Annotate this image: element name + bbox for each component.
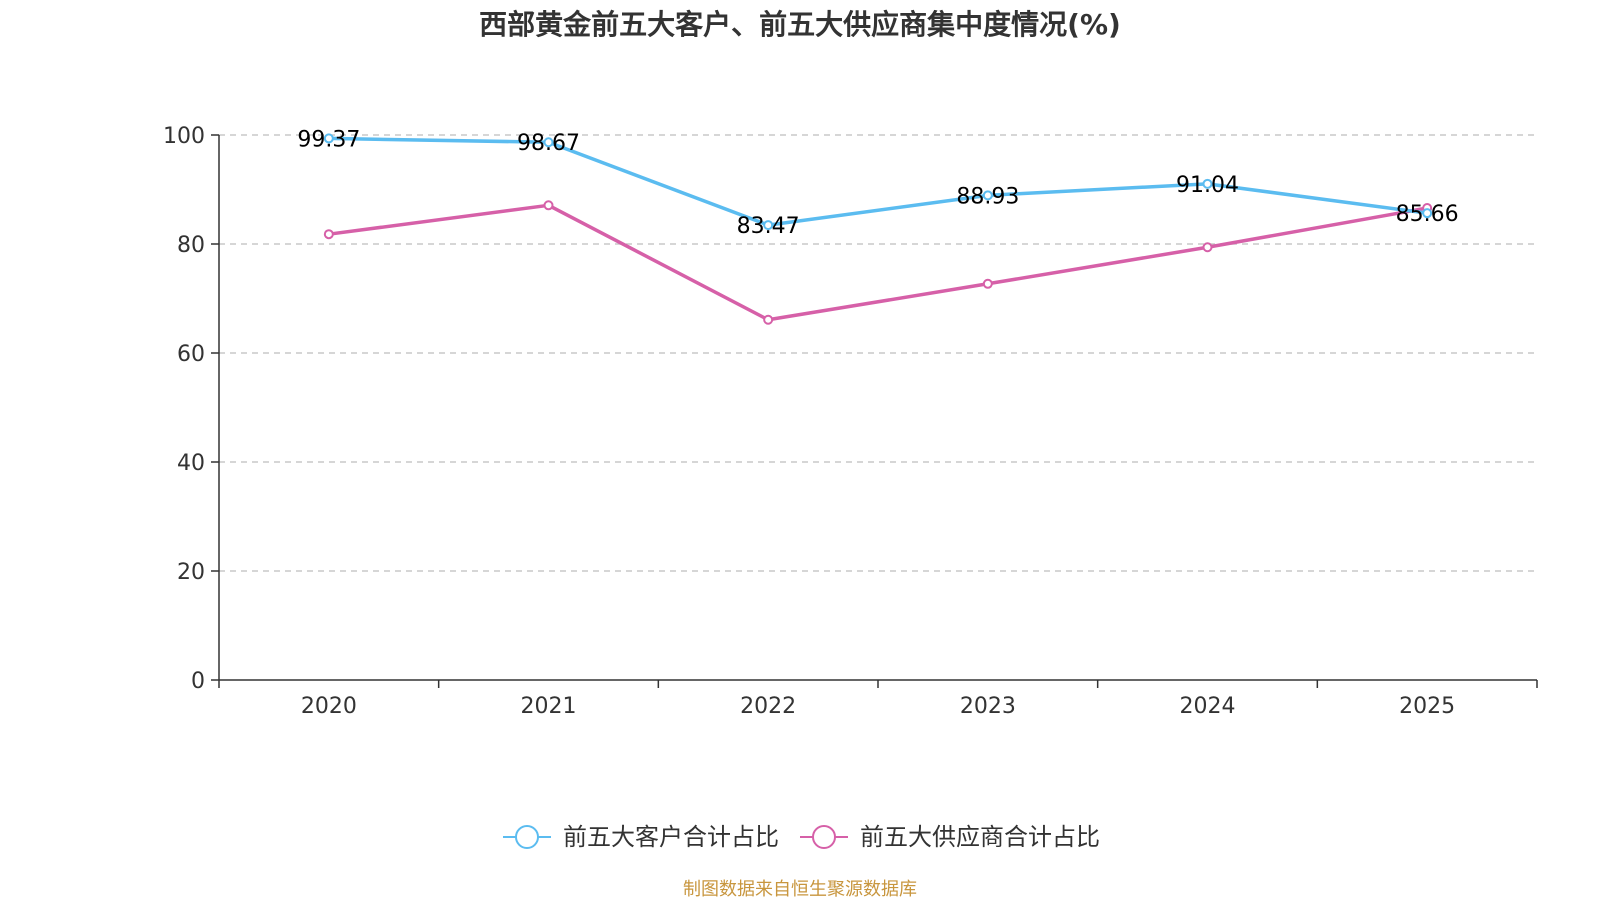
data-label: 91.04: [1176, 173, 1239, 198]
series-0-point: [323, 133, 334, 144]
axes: 0 20 40 60 80 100 2020 2021 2022 2023 2024 2025: [163, 124, 1538, 719]
y-tick-label: 60: [177, 342, 205, 367]
series-1-point: [982, 278, 993, 289]
legend-circle-icon: [515, 825, 539, 849]
series-0-point: [982, 190, 993, 201]
x-tick-label: 2023: [960, 694, 1016, 719]
legend-label: 前五大供应商合计占比: [860, 823, 1100, 851]
x-tick-label: 2024: [1180, 694, 1236, 719]
y-tick-label: 80: [177, 233, 205, 258]
series-0-point: [1422, 208, 1433, 219]
legend: 前五大客户合计占比 前五大供应商合计占比: [503, 823, 1100, 851]
series-line-1: [328, 203, 1428, 322]
legend-label: 前五大客户合计占比: [563, 823, 779, 851]
legend-item-1[interactable]: 前五大供应商合计占比: [800, 823, 1100, 851]
data-label: 98.67: [517, 131, 580, 156]
series-0-point: [763, 220, 774, 231]
x-tick-label: 2022: [740, 694, 796, 719]
legend-item-0[interactable]: 前五大客户合计占比: [503, 823, 779, 851]
series: [323, 133, 1433, 325]
x-tick-label: 2021: [521, 694, 577, 719]
data-labels: 99.37 98.67 83.47 88.93 91.04 85.66: [297, 127, 1458, 239]
x-tick-label: 2025: [1399, 694, 1455, 719]
series-1-point: [323, 229, 334, 240]
y-tick-label: 100: [163, 124, 205, 149]
data-label: 88.93: [956, 184, 1019, 209]
series-0-point: [1202, 178, 1213, 189]
series-1-point: [763, 314, 774, 325]
series-line-0: [328, 136, 1428, 227]
data-label: 83.47: [737, 214, 800, 239]
series-1-point: [543, 200, 554, 211]
x-tick-label: 2020: [301, 694, 357, 719]
y-tick-label: 40: [177, 451, 205, 476]
y-tick-label: 0: [191, 669, 205, 694]
series-0-point: [543, 137, 554, 148]
chart-title: 西部黄金前五大客户、前五大供应商集中度情况(%): [479, 8, 1121, 41]
legend-circle-icon: [812, 825, 836, 849]
data-label: 99.37: [297, 127, 360, 152]
y-tick-label: 20: [177, 560, 205, 585]
series-1-point: [1202, 242, 1213, 253]
data-label: 85.66: [1396, 202, 1459, 227]
source-note: 制图数据来自恒生聚源数据库: [683, 879, 917, 900]
